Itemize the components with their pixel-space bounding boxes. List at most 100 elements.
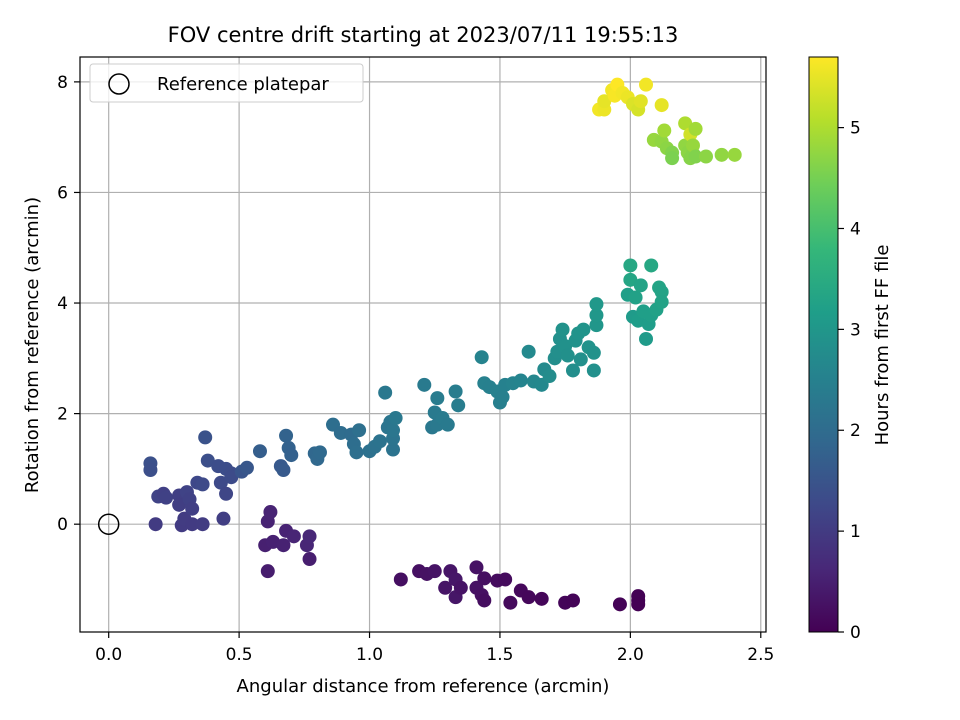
data-point [372,434,387,449]
data-point [453,580,468,595]
data-point [159,490,174,505]
x-tick-label: 1.5 [486,645,513,665]
data-point [430,391,445,406]
data-point [302,529,317,544]
x-tick-label: 2.0 [617,645,644,665]
data-point [542,369,557,384]
data-point [469,560,484,575]
data-point [639,77,654,92]
data-point [589,318,604,333]
x-tick-label: 1.0 [356,645,383,665]
data-point [386,423,401,438]
data-point [573,352,588,367]
data-point [427,564,442,579]
data-point [263,505,278,520]
colorbar [808,56,839,633]
x-tick-label: 0.5 [226,645,253,665]
data-point [589,308,604,323]
data-point [565,363,580,378]
data-point [639,331,654,346]
data-point [185,517,200,532]
data-point [440,417,455,432]
data-point [521,344,536,359]
data-point [198,430,213,445]
colorbar-label: Hours from first FF file [872,245,893,446]
y-tick-label: 0 [57,515,68,535]
data-point [200,453,215,468]
data-point [252,444,267,459]
data-point [352,423,367,438]
data-point [714,147,729,162]
data-point [586,345,601,360]
legend-box [89,63,364,103]
data-point [644,258,659,273]
colorbar-tick-label: 1 [850,522,861,542]
data-point [534,591,549,606]
data-point [477,593,492,608]
data-point [388,411,403,426]
data-point [286,529,301,544]
colorbar-tick-label: 4 [850,219,861,239]
y-tick-label: 4 [57,294,68,314]
data-point [597,94,612,109]
data-point [560,348,575,363]
data-point [349,445,364,460]
data-point [216,511,231,526]
data-points [143,77,742,612]
y-tick-label: 6 [57,183,68,203]
data-point [576,322,591,337]
data-point [633,94,648,109]
data-point [654,284,669,299]
data-point [495,390,510,405]
reference-platepar-marker [97,513,120,535]
data-point [503,595,518,610]
data-point [665,151,680,166]
data-point [685,138,700,153]
colorbar-tick-label: 0 [850,623,861,643]
data-point [302,552,317,567]
x-axis-label: Angular distance from reference (arcmin) [237,676,610,697]
data-point [393,572,408,587]
data-point [688,121,703,136]
data-point [224,470,239,485]
legend: Reference platepar [89,63,364,103]
data-point [498,572,513,587]
data-point [521,590,536,605]
data-point [633,278,648,293]
data-point [654,294,669,309]
data-point [513,373,528,388]
data-point [477,571,492,586]
colorbar-ticks: 0 1 2 3 4 5 [838,119,861,643]
data-point [699,149,714,164]
y-tick-label: 2 [57,405,68,425]
colorbar-tick-label: 2 [850,421,861,441]
data-point [195,477,210,492]
data-point [284,448,299,463]
data-point [333,425,348,440]
data-point [586,363,601,378]
data-point [417,377,432,392]
data-point [474,350,489,365]
data-point [628,290,643,305]
y-axis-label: Rotation from reference (arcmin) [22,197,43,493]
data-point [688,149,703,164]
legend-label-reference: Reference platepar [157,74,329,95]
data-point [378,385,393,400]
x-tick-label: 2.5 [747,645,774,665]
data-point [612,597,627,612]
data-point [438,580,453,595]
colorbar-tick-label: 3 [850,320,861,340]
x-tick-label: 0.0 [95,645,122,665]
legend-marker-reference [108,73,130,95]
data-point [727,147,742,162]
data-point [276,463,291,478]
y-tick-label: 8 [57,73,68,93]
data-point [213,475,228,490]
data-point [565,593,580,608]
data-point [239,460,254,475]
data-point [219,486,234,501]
data-point [195,517,210,532]
data-point [260,564,275,579]
axis-ticks: 0.0 0.5 1.0 1.5 2.0 2.5 0 2 4 6 8 [57,73,774,665]
